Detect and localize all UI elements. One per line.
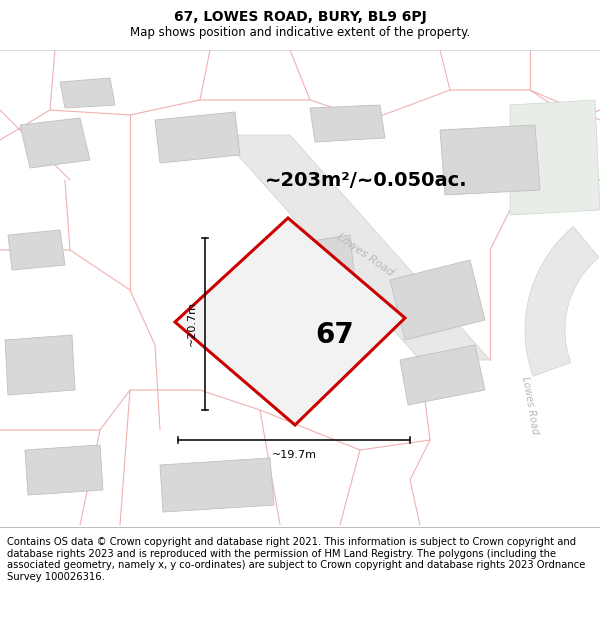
Text: 67: 67 <box>316 321 355 349</box>
Polygon shape <box>255 235 360 340</box>
Polygon shape <box>390 260 485 340</box>
Polygon shape <box>175 218 405 425</box>
Polygon shape <box>440 125 540 195</box>
Polygon shape <box>155 112 240 163</box>
Text: ~20.7m: ~20.7m <box>187 301 197 346</box>
Polygon shape <box>25 445 103 495</box>
Text: Contains OS data © Crown copyright and database right 2021. This information is : Contains OS data © Crown copyright and d… <box>7 537 586 582</box>
Text: ~19.7m: ~19.7m <box>271 450 317 460</box>
Text: Lowes Road: Lowes Road <box>335 232 395 278</box>
Text: Lowes Road: Lowes Road <box>520 375 540 435</box>
Polygon shape <box>510 100 600 215</box>
Text: ~203m²/~0.050ac.: ~203m²/~0.050ac. <box>265 171 467 189</box>
Polygon shape <box>60 78 115 108</box>
Polygon shape <box>400 345 485 405</box>
Polygon shape <box>8 230 65 270</box>
Polygon shape <box>310 105 385 142</box>
Polygon shape <box>220 135 490 360</box>
Polygon shape <box>5 335 75 395</box>
Text: Map shows position and indicative extent of the property.: Map shows position and indicative extent… <box>130 26 470 39</box>
Polygon shape <box>20 118 90 168</box>
Text: 67, LOWES ROAD, BURY, BL9 6PJ: 67, LOWES ROAD, BURY, BL9 6PJ <box>173 10 427 24</box>
Polygon shape <box>160 458 274 512</box>
Polygon shape <box>525 227 599 376</box>
